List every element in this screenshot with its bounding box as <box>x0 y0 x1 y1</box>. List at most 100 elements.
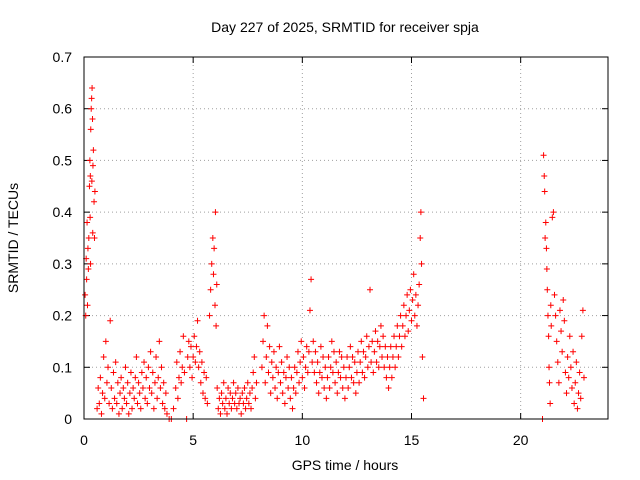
data-point <box>196 348 203 355</box>
data-point <box>578 333 585 340</box>
data-point <box>85 235 92 241</box>
data-point <box>553 338 560 345</box>
plot-frame <box>83 56 609 420</box>
data-point <box>159 400 166 407</box>
data-point <box>237 395 244 402</box>
data-point <box>127 369 134 376</box>
data-point <box>185 338 192 345</box>
data-point <box>261 312 268 319</box>
data-point <box>170 405 177 412</box>
data-point <box>554 359 561 366</box>
data-point <box>197 379 204 386</box>
y-tick-label: 0.7 <box>53 49 73 65</box>
data-point <box>312 348 319 355</box>
data-point <box>239 390 246 397</box>
data-point <box>327 364 334 371</box>
data-point <box>285 384 292 391</box>
data-point <box>320 353 327 360</box>
data-point <box>392 364 399 371</box>
data-point <box>398 343 405 350</box>
data-point <box>275 369 282 376</box>
data-point <box>87 260 94 267</box>
data-point <box>106 400 113 407</box>
data-point <box>216 395 223 402</box>
data-point <box>353 369 360 376</box>
data-point <box>350 379 357 386</box>
data-point <box>575 390 582 397</box>
data-point <box>406 307 413 314</box>
data-point <box>119 405 126 412</box>
data-point <box>89 116 96 123</box>
data-point <box>242 405 249 412</box>
y-tick-label: 0.2 <box>53 308 73 324</box>
axis-ticks: 0 0.1 0.2 0.3 0.4 0.5 0.6 0.7 0 5 10 15 20 <box>53 49 608 448</box>
data-point <box>343 374 349 381</box>
y-tick-label: 0.6 <box>53 101 73 117</box>
data-point <box>562 369 569 376</box>
data-point <box>360 348 367 355</box>
data-point <box>330 348 337 355</box>
data-point <box>541 188 548 195</box>
data-point <box>409 297 416 304</box>
data-point <box>311 369 318 376</box>
data-point <box>288 374 295 381</box>
data-point <box>551 291 558 298</box>
data-point <box>129 405 136 412</box>
data-point <box>245 400 252 407</box>
data-point <box>173 359 180 366</box>
data-point <box>258 364 265 371</box>
data-point <box>395 353 402 360</box>
data-point <box>198 359 205 366</box>
data-point <box>181 369 188 376</box>
data-point <box>377 322 384 329</box>
data-point <box>107 317 114 324</box>
data-point <box>405 328 412 335</box>
data-point <box>146 384 153 391</box>
data-point <box>178 379 185 386</box>
data-point <box>209 235 216 241</box>
data-point <box>174 395 181 402</box>
data-point <box>228 405 235 412</box>
data-point <box>549 214 556 221</box>
data-point <box>130 384 137 391</box>
data-point <box>241 384 248 391</box>
data-point <box>417 235 424 241</box>
data-point <box>99 390 106 397</box>
data-point <box>184 353 191 360</box>
data-point <box>87 214 94 221</box>
data-point <box>547 400 554 407</box>
data-point <box>400 302 407 309</box>
data-point <box>144 400 151 407</box>
data-point <box>396 333 403 340</box>
data-point <box>328 338 335 345</box>
data-point <box>573 359 580 366</box>
data-point <box>568 384 575 391</box>
data-point <box>566 333 573 340</box>
data-point <box>337 374 344 381</box>
data-point <box>282 374 289 381</box>
data-point <box>356 379 363 386</box>
data-point <box>161 405 168 412</box>
data-point <box>260 338 267 345</box>
data-point <box>98 410 105 417</box>
data-point <box>357 359 364 366</box>
data-point <box>412 291 419 298</box>
data-point <box>574 405 581 412</box>
data-point <box>372 328 379 335</box>
x-tick-label: 0 <box>80 432 88 448</box>
data-point <box>317 343 324 350</box>
data-point <box>306 307 313 314</box>
data-points <box>82 85 587 422</box>
data-point <box>244 379 251 386</box>
data-point <box>365 343 372 350</box>
data-point <box>180 333 187 340</box>
data-point <box>212 209 219 216</box>
data-point <box>375 364 382 371</box>
data-point <box>108 384 115 391</box>
data-point <box>297 359 304 366</box>
data-point <box>326 384 333 391</box>
data-point <box>191 333 198 340</box>
data-point <box>268 359 275 366</box>
data-point <box>556 307 563 314</box>
data-point <box>192 359 199 366</box>
